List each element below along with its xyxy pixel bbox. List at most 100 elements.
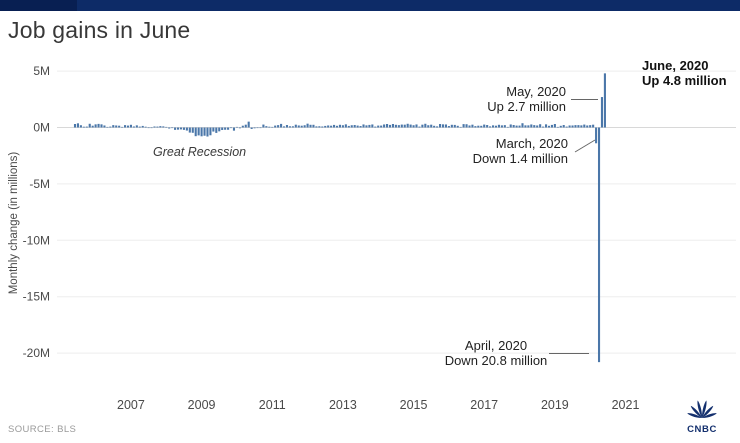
bar (88, 123, 91, 128)
bar (450, 124, 453, 128)
bar (571, 125, 574, 128)
bar (253, 127, 256, 129)
bar (185, 127, 188, 131)
bar (121, 126, 124, 128)
bar (271, 126, 274, 128)
bar (224, 127, 227, 130)
y-tick-label: -10M (23, 233, 50, 247)
bar (530, 124, 533, 128)
bar (433, 125, 436, 128)
bar (380, 125, 383, 128)
bar (377, 125, 380, 128)
bar (288, 126, 291, 128)
brand-text: CNBC (687, 424, 717, 435)
bar (503, 125, 506, 128)
bar (132, 126, 135, 128)
annotation-march-2020: March, 2020 Down 1.4 million (473, 136, 568, 166)
bar (477, 125, 480, 128)
bar (553, 124, 556, 128)
bar (536, 125, 539, 128)
bar (227, 127, 230, 130)
bar (550, 124, 553, 128)
bar (312, 124, 315, 128)
bar (465, 124, 468, 128)
bar (362, 124, 365, 128)
bar (109, 126, 112, 128)
bar (153, 126, 156, 128)
bar (256, 127, 259, 129)
y-tick-label: -20M (23, 346, 50, 360)
bar (542, 126, 545, 128)
bar (412, 125, 415, 128)
bar (580, 125, 583, 128)
bar (444, 124, 447, 128)
bar (359, 126, 362, 128)
bar (409, 124, 412, 128)
bar (118, 125, 121, 128)
page-title: Job gains in June (8, 17, 191, 43)
bar (250, 127, 253, 129)
bar (156, 126, 159, 128)
bar (274, 125, 277, 128)
bar (368, 124, 371, 128)
bar (330, 125, 333, 128)
x-tick-label: 2013 (329, 398, 357, 412)
bar (521, 123, 524, 128)
annotation-great-recession: Great Recession (153, 145, 247, 159)
bar (247, 121, 250, 128)
bar (338, 124, 342, 128)
bar (353, 125, 356, 128)
bar (441, 124, 445, 128)
bar (141, 125, 144, 128)
bar (415, 124, 418, 128)
peacock-icon (687, 400, 717, 418)
bar (268, 126, 271, 128)
x-tick-label: 2009 (188, 398, 216, 412)
bar (82, 126, 85, 128)
bar (123, 125, 127, 128)
x-tick-label: 2015 (400, 398, 428, 412)
annotation-march-line2: Down 1.4 million (472, 151, 568, 166)
bar (539, 124, 542, 128)
annotation-june-2020: June, 2020 Up 4.8 million (642, 58, 727, 88)
bar (203, 127, 206, 136)
y-tick-label: -15M (23, 290, 50, 304)
bar (280, 123, 283, 128)
y-tick-label: 5M (33, 64, 50, 78)
bar (335, 125, 339, 128)
bar (159, 126, 162, 128)
bar (241, 125, 244, 128)
bar (333, 124, 336, 128)
bar (191, 127, 194, 133)
annotation-april-line1: April, 2020 (464, 338, 528, 353)
bar (453, 124, 456, 128)
bar (221, 127, 224, 130)
bar (421, 124, 424, 128)
cnbc-logo: CNBC (682, 395, 722, 435)
bar (565, 126, 568, 128)
bar (497, 124, 500, 128)
bar (209, 127, 212, 136)
leader-march (574, 139, 596, 153)
bar (371, 124, 374, 128)
bar (309, 124, 312, 128)
bar (282, 126, 286, 128)
bar (586, 125, 589, 128)
bar (171, 127, 174, 129)
bar (106, 126, 109, 128)
bar (574, 125, 577, 128)
bar (206, 127, 209, 137)
bar (491, 125, 495, 128)
bar (327, 125, 330, 128)
bar (583, 124, 586, 128)
bar (135, 125, 138, 128)
bar (386, 124, 389, 128)
bar (76, 123, 79, 128)
bar (176, 127, 180, 130)
bar (218, 127, 221, 132)
bar (341, 125, 344, 128)
top-bar-left-segment (0, 0, 77, 11)
bar (285, 125, 289, 128)
